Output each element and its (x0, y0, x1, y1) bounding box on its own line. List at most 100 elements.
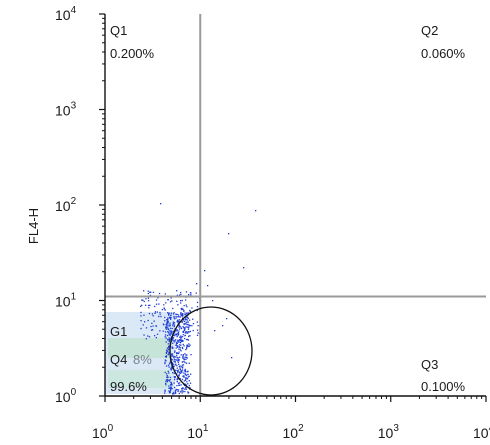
event-point (186, 357, 188, 359)
event-point (182, 375, 184, 377)
event-point (177, 358, 179, 360)
event-point (169, 317, 171, 319)
event-point (185, 386, 187, 388)
event-point (167, 338, 169, 341)
event-point (152, 291, 155, 293)
event-point (178, 363, 180, 365)
event-point (188, 327, 190, 329)
event-point (174, 364, 176, 366)
event-point (166, 376, 168, 378)
event-point (183, 375, 185, 377)
event-point (178, 324, 181, 326)
event-point (185, 378, 187, 380)
event-point (171, 331, 173, 333)
event-point (182, 364, 185, 366)
event-point (180, 293, 182, 296)
event-point (185, 299, 187, 301)
event-point (161, 309, 163, 311)
event-point (176, 313, 178, 316)
y-tick-label: 102 (55, 196, 77, 214)
event-point (174, 339, 176, 342)
event-point (180, 369, 182, 372)
x-tick-label: 101 (187, 423, 209, 441)
event-point (188, 331, 190, 333)
event-point (147, 319, 149, 322)
event-point (187, 339, 190, 341)
event-point (154, 305, 156, 308)
event-point (158, 292, 161, 295)
event-point (174, 334, 176, 337)
event-point (176, 290, 178, 292)
event-point (151, 313, 154, 315)
event-point (162, 323, 165, 325)
event-point (152, 325, 154, 327)
event-point (186, 306, 188, 308)
event-point (174, 330, 176, 332)
event-point (169, 389, 172, 392)
event-point (145, 304, 147, 306)
event-point (188, 384, 190, 387)
event-point (168, 385, 170, 387)
event-point (184, 312, 186, 314)
y-tick-label: 104 (55, 5, 77, 23)
event-point (189, 319, 191, 321)
event-point (145, 298, 147, 300)
event-point (185, 338, 188, 341)
event-point (186, 345, 188, 347)
event-point (182, 334, 184, 336)
event-point (172, 330, 174, 333)
event-point (185, 318, 187, 321)
event-point (188, 392, 190, 394)
event-point (183, 329, 186, 332)
event-point (187, 391, 189, 393)
event-point (181, 364, 183, 366)
event-point (180, 350, 182, 352)
event-point (165, 382, 167, 385)
event-point (185, 322, 187, 324)
event-point (181, 321, 183, 324)
event-point (166, 350, 168, 352)
event-point (176, 345, 178, 347)
event-point (144, 321, 146, 323)
event-point (177, 378, 179, 380)
event-point (167, 328, 169, 330)
gate-g1-ellipse[interactable] (169, 306, 253, 396)
event-point (183, 327, 185, 329)
quadrant-q3-name: Q3 (421, 357, 438, 372)
event-point (149, 294, 152, 297)
event-point (157, 297, 159, 299)
event-point (178, 340, 180, 342)
event-point (165, 302, 167, 304)
x-tick-label: 104 (473, 423, 490, 441)
event-point (178, 375, 180, 377)
event-point (177, 345, 179, 347)
event-point (169, 387, 172, 390)
event-point (141, 304, 143, 306)
event-point (167, 364, 170, 366)
event-point (170, 330, 172, 332)
event-point (196, 329, 199, 331)
event-point (164, 361, 166, 363)
event-point (188, 375, 190, 377)
event-point (181, 378, 184, 381)
event-point (174, 350, 176, 352)
event-point (176, 352, 178, 354)
event-point (176, 334, 178, 336)
event-point (178, 341, 180, 343)
event-point (188, 380, 190, 382)
event-point (184, 332, 186, 334)
event-point (151, 329, 154, 331)
event-point (184, 370, 187, 372)
event-point (180, 338, 182, 340)
event-point (188, 294, 190, 296)
event-point (169, 324, 171, 326)
event-point (190, 292, 192, 294)
quadrant-q2-value: 0.060% (421, 46, 466, 61)
event-point (176, 380, 178, 383)
y-axis-ticks: 100 101 102 103 104 (55, 5, 105, 405)
event-point (181, 392, 183, 394)
event-point (149, 291, 151, 293)
event-point (186, 332, 188, 334)
event-point (174, 376, 176, 379)
event-point (183, 323, 185, 326)
